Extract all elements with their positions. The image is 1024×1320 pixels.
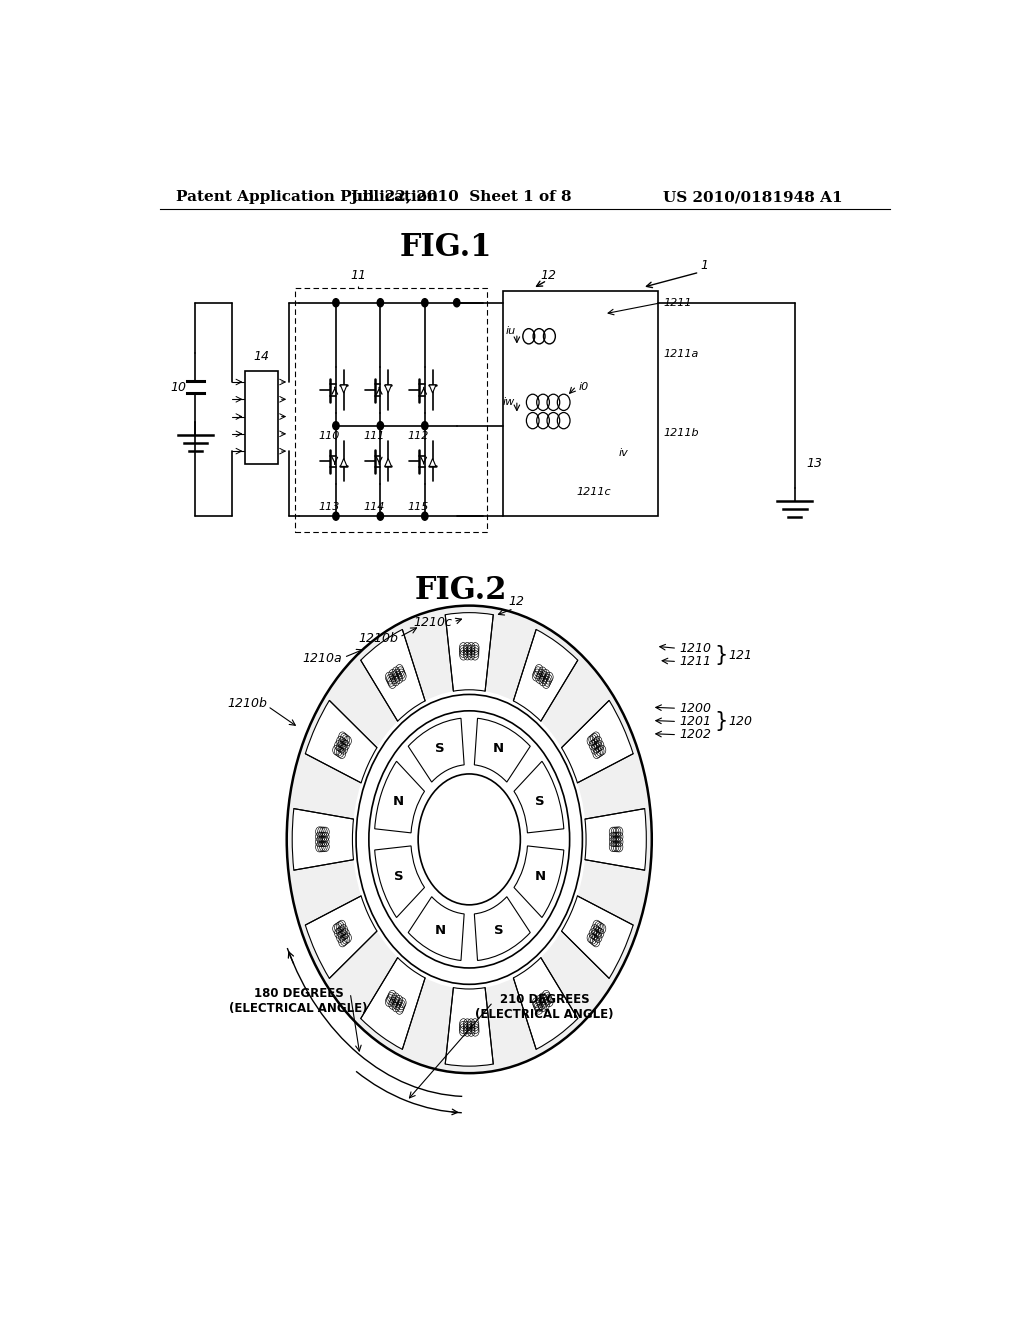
Text: US 2010/0181948 A1: US 2010/0181948 A1: [663, 190, 842, 205]
Polygon shape: [340, 458, 347, 466]
Text: 1211: 1211: [664, 298, 692, 308]
Text: S: S: [393, 870, 403, 883]
Wedge shape: [474, 896, 530, 961]
Text: 1: 1: [700, 259, 709, 272]
Text: 112: 112: [408, 430, 429, 441]
Text: iv: iv: [618, 449, 628, 458]
Wedge shape: [305, 896, 377, 978]
Text: }: }: [715, 645, 728, 665]
Polygon shape: [385, 458, 391, 466]
Circle shape: [422, 421, 428, 430]
Text: 113: 113: [318, 502, 340, 512]
Text: 114: 114: [364, 502, 385, 512]
Text: i0: i0: [579, 381, 589, 392]
Text: (ELECTRICAL ANGLE): (ELECTRICAL ANGLE): [229, 1002, 368, 1015]
Circle shape: [333, 298, 339, 306]
Text: FIG.2: FIG.2: [415, 576, 508, 606]
Wedge shape: [514, 762, 564, 833]
Text: 11: 11: [350, 269, 367, 282]
Wedge shape: [375, 846, 425, 917]
Text: 1211a: 1211a: [664, 348, 699, 359]
Wedge shape: [561, 701, 633, 783]
Circle shape: [422, 298, 428, 306]
Text: N: N: [535, 870, 546, 883]
Wedge shape: [292, 809, 353, 870]
Circle shape: [356, 694, 583, 985]
Text: N: N: [493, 742, 504, 755]
Text: 14: 14: [253, 350, 269, 363]
Circle shape: [377, 421, 384, 430]
Text: 180 DEGREES: 180 DEGREES: [254, 987, 343, 1001]
Circle shape: [333, 512, 339, 520]
Circle shape: [454, 298, 460, 306]
Circle shape: [422, 512, 428, 520]
Text: 120: 120: [729, 715, 753, 729]
Text: 1202: 1202: [680, 729, 712, 742]
Wedge shape: [585, 809, 646, 870]
Text: 115: 115: [408, 502, 429, 512]
Wedge shape: [513, 630, 578, 721]
Text: 121: 121: [729, 649, 753, 661]
Polygon shape: [429, 458, 436, 466]
Polygon shape: [340, 385, 347, 393]
Text: S: S: [494, 924, 504, 937]
Wedge shape: [561, 896, 633, 978]
Text: 1211b: 1211b: [664, 428, 699, 438]
Polygon shape: [385, 385, 391, 393]
Bar: [245, 371, 278, 465]
Text: 10: 10: [170, 380, 186, 393]
Text: Jul. 22, 2010  Sheet 1 of 8: Jul. 22, 2010 Sheet 1 of 8: [350, 190, 572, 205]
Text: 1210b: 1210b: [358, 632, 397, 644]
Bar: [503, 290, 658, 516]
Wedge shape: [305, 701, 377, 783]
Text: }: }: [715, 711, 728, 731]
Text: S: S: [435, 742, 444, 755]
Text: 12: 12: [541, 269, 557, 282]
Text: 1201: 1201: [680, 715, 712, 729]
Wedge shape: [360, 630, 425, 721]
Text: 111: 111: [364, 430, 385, 441]
Text: FIG.1: FIG.1: [399, 232, 492, 264]
Wedge shape: [445, 987, 494, 1067]
Text: 1211: 1211: [680, 655, 712, 668]
Text: S: S: [536, 796, 545, 808]
Circle shape: [377, 298, 384, 306]
Wedge shape: [513, 957, 578, 1049]
Text: N: N: [393, 796, 404, 808]
Text: 12: 12: [509, 594, 525, 607]
Circle shape: [287, 606, 652, 1073]
Wedge shape: [409, 896, 464, 961]
Text: 1210a: 1210a: [303, 652, 342, 665]
Text: 1210b: 1210b: [227, 697, 267, 710]
Text: N: N: [434, 924, 445, 937]
Text: 1210: 1210: [680, 642, 712, 655]
Text: 13: 13: [807, 457, 822, 470]
Polygon shape: [429, 385, 436, 393]
Text: 1211c: 1211c: [577, 487, 611, 496]
Wedge shape: [409, 718, 464, 781]
Wedge shape: [375, 762, 425, 833]
Circle shape: [377, 512, 384, 520]
Circle shape: [333, 421, 339, 430]
Wedge shape: [445, 612, 494, 692]
Text: 1200: 1200: [680, 702, 712, 714]
Wedge shape: [360, 957, 425, 1049]
Circle shape: [418, 774, 520, 904]
Text: 210 DEGREES: 210 DEGREES: [500, 994, 590, 1006]
Text: iw: iw: [503, 397, 515, 408]
Text: Patent Application Publication: Patent Application Publication: [176, 190, 437, 205]
Wedge shape: [514, 846, 564, 917]
Wedge shape: [474, 718, 530, 781]
Text: 110: 110: [318, 430, 340, 441]
Bar: [295, 289, 486, 532]
Text: iu: iu: [505, 326, 515, 337]
Circle shape: [352, 690, 586, 989]
Text: 1210c: 1210c: [413, 616, 452, 630]
Circle shape: [369, 710, 569, 968]
Text: (ELECTRICAL ANGLE): (ELECTRICAL ANGLE): [475, 1007, 614, 1020]
